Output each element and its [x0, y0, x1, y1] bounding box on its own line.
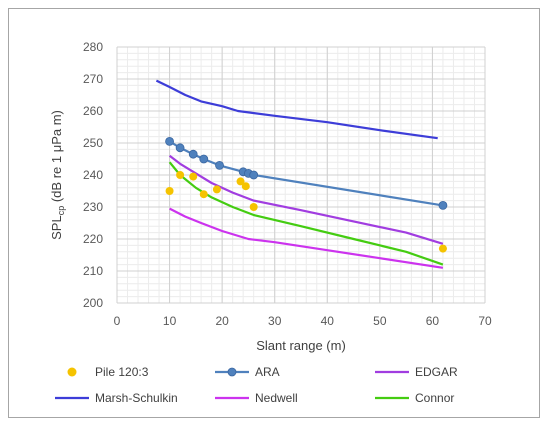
y-axis-title-sub: cp: [56, 206, 66, 216]
legend-item-edgar: EDGAR: [375, 365, 458, 379]
series-marsh-schulkin: [155, 79, 438, 140]
legend-marker: [67, 367, 77, 377]
data-point-pile-120-3: [236, 177, 245, 186]
series-line-marsh-schulkin: [155, 79, 438, 140]
y-tick-label: 220: [83, 232, 103, 246]
tick-labels: 0 10 20 30 40 50 60 70 200 210 220 230 240 250 260 270 2…: [83, 40, 492, 328]
data-point-pile-120-3: [189, 172, 198, 181]
legend-label: EDGAR: [415, 365, 458, 379]
legend-label: Nedwell: [255, 391, 298, 405]
legend-item-connor: Connor: [375, 391, 454, 405]
y-tick-label: 280: [83, 40, 103, 54]
x-tick-label: 60: [426, 314, 440, 328]
data-point-pile-120-3: [438, 244, 447, 253]
legend-label: Pile 120:3: [95, 365, 149, 379]
data-point-ara: [199, 154, 209, 164]
data-point-ara: [249, 170, 259, 180]
legend-item-marsh-schulkin: Marsh-Schulkin: [55, 391, 178, 405]
legend-label: Connor: [415, 391, 454, 405]
x-tick-label: 30: [268, 314, 282, 328]
series-edgar: [168, 154, 444, 245]
y-tick-label: 270: [83, 72, 103, 86]
legend: Pile 120:3 ARA EDGAR Marsh-Schulkin Nedwell C…: [55, 365, 458, 405]
x-tick-label: 0: [114, 314, 121, 328]
x-tick-label: 50: [373, 314, 387, 328]
data-point-pile-120-3: [176, 171, 185, 179]
data-point-ara: [215, 160, 224, 170]
data-point-pile-120-3: [199, 190, 208, 199]
y-tick-label: 240: [83, 168, 103, 182]
legend-marker: [227, 367, 237, 377]
y-axis-title-rest: (dB re 1 μPa m): [49, 110, 64, 206]
series-layer: [155, 79, 448, 269]
legend-item-nedwell: Nedwell: [215, 391, 298, 405]
x-tick-label: 20: [215, 314, 229, 328]
series-ara: [165, 136, 448, 210]
data-point-pile-120-3: [212, 185, 221, 194]
series-pile-120-3: [165, 171, 447, 253]
x-tick-label: 10: [163, 314, 177, 328]
y-tick-label: 200: [83, 296, 103, 310]
x-tick-label: 70: [478, 314, 492, 328]
y-tick-label: 210: [83, 264, 103, 278]
data-point-ara: [438, 200, 448, 210]
series-line-nedwell: [169, 207, 444, 269]
grid-lines: [116, 46, 486, 304]
legend-label: ARA: [255, 365, 280, 379]
data-point-ara: [175, 143, 185, 153]
data-point-ara: [165, 136, 174, 146]
series-connor: [168, 161, 444, 266]
data-point-ara: [188, 149, 198, 159]
data-point-pile-120-3: [165, 187, 174, 195]
legend-item-pile-120-3: Pile 120:3: [67, 365, 149, 379]
data-point-pile-120-3: [241, 182, 250, 191]
legend-item-ara: ARA: [215, 365, 280, 379]
series-nedwell: [169, 207, 444, 269]
series-line-edgar: [168, 154, 444, 245]
x-tick-label: 40: [321, 314, 335, 328]
series-line-connor: [168, 161, 444, 266]
y-tick-label: 230: [83, 200, 103, 214]
y-axis-title-main: SPL: [49, 215, 64, 240]
legend-label: Marsh-Schulkin: [95, 391, 178, 405]
y-tick-label: 250: [83, 136, 103, 150]
y-axis-title: SPLcp (dB re 1 μPa m): [49, 110, 66, 240]
x-axis-title: Slant range (m): [256, 338, 346, 353]
data-point-pile-120-3: [249, 203, 258, 211]
y-tick-label: 260: [83, 104, 103, 118]
